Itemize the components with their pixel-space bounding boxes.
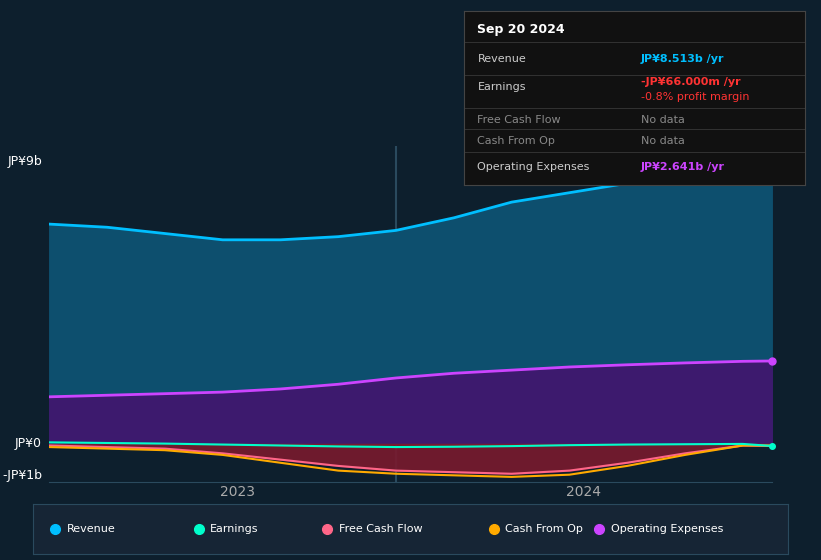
Text: No data: No data <box>641 136 685 146</box>
Text: Free Cash Flow: Free Cash Flow <box>339 524 422 534</box>
Text: Sep 20 2024: Sep 20 2024 <box>478 24 565 36</box>
Text: JP¥0: JP¥0 <box>15 437 42 450</box>
Text: Revenue: Revenue <box>67 524 116 534</box>
Text: Revenue: Revenue <box>478 54 526 64</box>
Text: Earnings: Earnings <box>478 82 526 92</box>
Text: Cash From Op: Cash From Op <box>505 524 583 534</box>
Text: 2024: 2024 <box>566 486 602 500</box>
Text: Earnings: Earnings <box>210 524 259 534</box>
Text: Cash From Op: Cash From Op <box>478 136 555 146</box>
Text: 2023: 2023 <box>219 486 255 500</box>
Text: -JP¥1b: -JP¥1b <box>2 469 42 482</box>
Text: Free Cash Flow: Free Cash Flow <box>478 115 561 125</box>
Text: JP¥8.513b /yr: JP¥8.513b /yr <box>641 54 725 64</box>
Text: Operating Expenses: Operating Expenses <box>611 524 723 534</box>
Text: -JP¥66.000m /yr: -JP¥66.000m /yr <box>641 77 741 86</box>
Text: Operating Expenses: Operating Expenses <box>478 162 589 172</box>
Text: No data: No data <box>641 115 685 125</box>
Text: -0.8% profit margin: -0.8% profit margin <box>641 92 750 102</box>
Text: JP¥2.641b /yr: JP¥2.641b /yr <box>641 162 725 172</box>
Text: JP¥9b: JP¥9b <box>7 155 42 168</box>
